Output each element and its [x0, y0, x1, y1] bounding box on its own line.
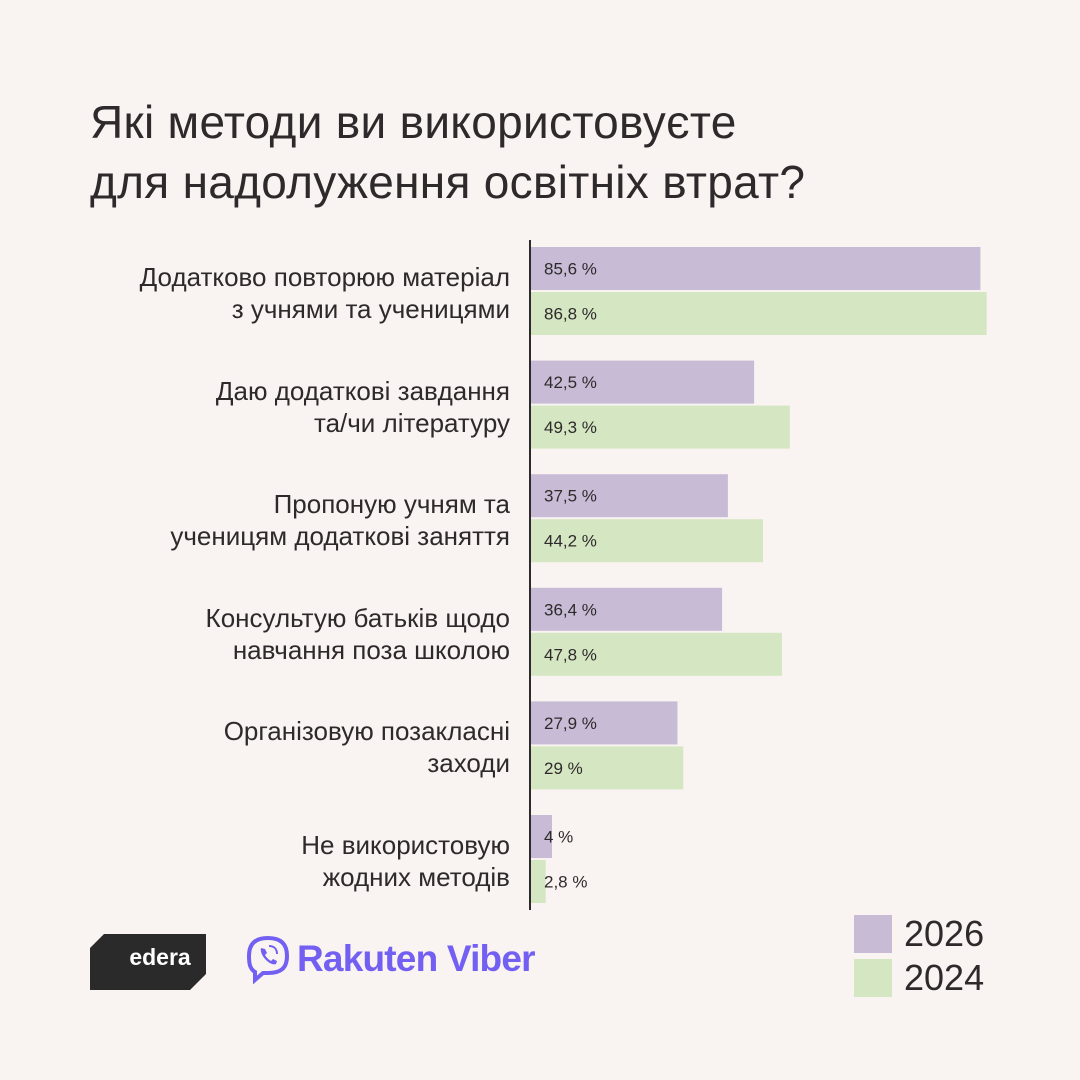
bar-2026-cat-2	[531, 360, 755, 404]
data-label-2026-cat-1: 85,6 %	[544, 260, 597, 279]
data-label-2026-cat-6: 4 %	[544, 828, 573, 847]
bar-2024-cat-1	[531, 292, 987, 335]
category-label-3-line-1: Пропоную учням та	[273, 489, 510, 520]
data-label-2026-cat-2: 42,5 %	[544, 373, 597, 392]
category-label-2-line-2: та/чи літературу	[313, 407, 510, 438]
data-label-2026-cat-5: 27,9 %	[544, 714, 597, 733]
category-label-2: Даю додаткові завдання та/чи літературу	[50, 375, 510, 439]
bar-2026-cat-4	[531, 587, 723, 631]
bar-2024-cat-5	[531, 746, 684, 790]
legend-swatch-2026	[854, 915, 892, 953]
category-label-4-line-1: Консультую батьків щодо	[205, 602, 510, 633]
viber-logo: Rakuten Viber	[245, 934, 536, 984]
category-label-5-line-2: заходи	[427, 748, 510, 779]
data-label-2026-cat-4: 36,4 %	[544, 600, 597, 619]
data-label-2026-cat-3: 37,5 %	[544, 487, 597, 506]
category-label-1-line-1: Додатково повторюю матеріал	[139, 262, 510, 292]
data-label-2024-cat-5: 29 %	[544, 759, 583, 778]
bar-2024-cat-3	[531, 519, 764, 563]
category-label-4-line-2: навчання поза школою	[232, 634, 510, 665]
legend-label-2026: 2026	[904, 913, 985, 954]
category-label-6: Не використовую жодних методів	[50, 829, 510, 893]
viber-logo-text: Rakuten Viber	[297, 938, 536, 979]
bar-2024-cat-2	[531, 405, 790, 449]
bar-2026-cat-5	[531, 701, 678, 745]
legend-label-2024: 2024	[904, 957, 985, 998]
category-label-2-line-1: Даю додаткові завдання	[215, 375, 510, 406]
data-label-2024-cat-4: 47,8 %	[544, 645, 597, 664]
category-label-1-line-2: з учнями та ученицями	[231, 294, 510, 324]
bar-2024-cat-4	[531, 632, 782, 676]
category-label-4: Консультую батьків щодо навчання поза шко…	[50, 602, 510, 666]
legend: 2026 2024	[854, 912, 984, 1000]
bar-2026-cat-1	[531, 247, 981, 290]
category-label-3-line-2: ученицям додаткові заняття	[170, 521, 510, 552]
category-label-3: Пропоную учням та ученицям додаткові заня…	[50, 488, 510, 552]
title-line-1: Які методи ви використовуєте	[90, 96, 737, 148]
legend-item-2026: 2026	[854, 912, 984, 956]
chart-title: Які методи ви використовуєте для надолуж…	[90, 92, 990, 212]
bar-2026-cat-6	[531, 815, 552, 858]
data-label-2024-cat-3: 44,2 %	[544, 532, 597, 551]
category-label-6-line-1: Не використовую	[301, 830, 510, 860]
category-label-5: Організовую позакласні заходи	[50, 715, 510, 779]
title-line-2: для надолуження освітніх втрат?	[90, 156, 806, 208]
edera-logo: edera	[90, 934, 206, 995]
bar-2026-cat-3	[531, 474, 728, 518]
category-label-6-line-2: жодних методів	[322, 862, 510, 892]
edera-logo-text: edera	[129, 944, 191, 970]
data-label-2024-cat-6: 2,8 %	[544, 873, 587, 892]
legend-swatch-2024	[854, 959, 892, 997]
data-label-2024-cat-1: 86,8 %	[544, 305, 597, 324]
viber-phone-icon	[246, 935, 290, 984]
bar-2024-cat-6	[531, 860, 546, 903]
category-label-1: Додатково повторюю матеріал з учнями та у…	[50, 261, 510, 325]
legend-item-2024: 2024	[854, 956, 984, 1000]
category-label-5-line-1: Організовую позакласні	[223, 716, 510, 747]
data-label-2024-cat-2: 49,3 %	[544, 418, 597, 437]
